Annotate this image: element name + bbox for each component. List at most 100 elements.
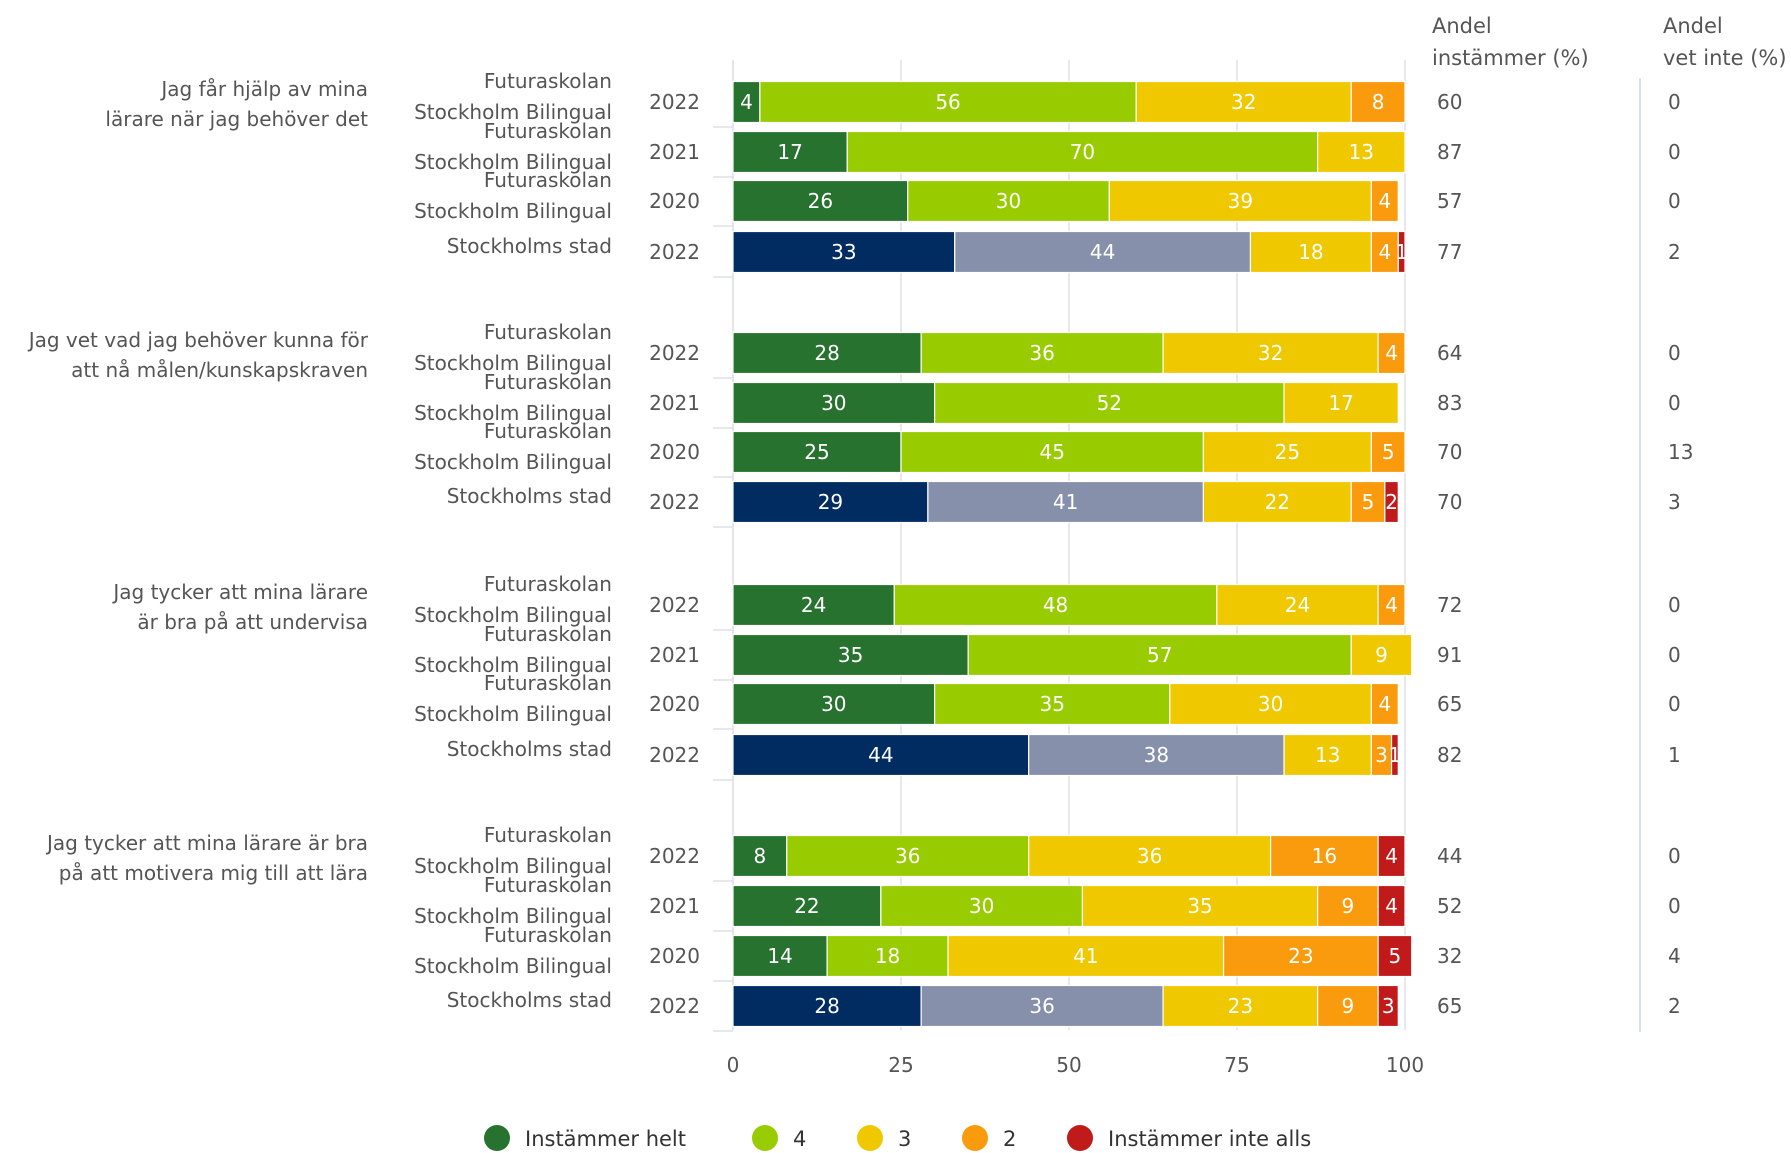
row-year: 2022 bbox=[649, 743, 700, 767]
bar-value-label: 23 bbox=[1228, 994, 1253, 1018]
value-vet-inte: 13 bbox=[1668, 440, 1693, 464]
bar-segment bbox=[732, 733, 1030, 777]
value-vet-inte: 0 bbox=[1668, 593, 1681, 617]
value-instammer: 72 bbox=[1437, 593, 1462, 617]
row-year: 2022 bbox=[649, 844, 700, 868]
legend-marker bbox=[484, 1125, 510, 1151]
value-vet-inte: 0 bbox=[1668, 643, 1681, 667]
value-vet-inte: 1 bbox=[1668, 743, 1681, 767]
bar-segment bbox=[1397, 230, 1406, 274]
row-year: 2021 bbox=[649, 391, 700, 415]
header-instammer-line2: instämmer (%) bbox=[1432, 46, 1589, 70]
row-year: 2021 bbox=[649, 643, 700, 667]
bar-segment bbox=[1283, 381, 1399, 425]
legend-label: 3 bbox=[898, 1127, 911, 1151]
value-vet-inte: 2 bbox=[1668, 994, 1681, 1018]
bar-value-label: 24 bbox=[1285, 593, 1310, 617]
bar-segment bbox=[1269, 834, 1379, 878]
bar-value-label: 8 bbox=[754, 844, 767, 868]
bar-segment bbox=[1162, 331, 1379, 375]
bar-value-label: 35 bbox=[1039, 692, 1064, 716]
bar-value-label: 35 bbox=[1187, 894, 1212, 918]
value-instammer: 32 bbox=[1437, 944, 1462, 968]
bar-segment bbox=[732, 381, 936, 425]
bar-segment bbox=[1370, 430, 1406, 474]
bar-value-label: 25 bbox=[804, 440, 829, 464]
bar-value-label: 30 bbox=[996, 189, 1021, 213]
bar-segment bbox=[732, 934, 828, 978]
question-label: Jag tycker att mina lärare bbox=[111, 580, 368, 604]
row-label: Futuraskolan bbox=[484, 671, 612, 695]
bar-segment bbox=[846, 130, 1319, 174]
bar-segment bbox=[1202, 480, 1352, 524]
row-label: Stockholm Bilingual bbox=[414, 954, 612, 978]
bar-value-label: 8 bbox=[1372, 90, 1385, 114]
bar-segment bbox=[786, 834, 1030, 878]
bar-value-label: 17 bbox=[1328, 391, 1353, 415]
bar-segment bbox=[1081, 884, 1319, 928]
bar-segment bbox=[1377, 583, 1406, 627]
value-instammer: 60 bbox=[1437, 90, 1462, 114]
row-label: Futuraskolan bbox=[484, 69, 612, 93]
bar-value-label: 32 bbox=[1231, 90, 1256, 114]
bar-value-label: 18 bbox=[1298, 240, 1323, 264]
bar-segment bbox=[1370, 179, 1399, 223]
bar-segment bbox=[927, 480, 1204, 524]
row-label: Futuraskolan bbox=[484, 572, 612, 596]
row-label: Futuraskolan bbox=[484, 370, 612, 394]
bar-segment bbox=[1283, 733, 1373, 777]
bar-value-label: 4 bbox=[740, 90, 753, 114]
value-instammer: 77 bbox=[1437, 240, 1462, 264]
bar-value-label: 38 bbox=[1144, 743, 1169, 767]
bar-segment bbox=[1317, 984, 1379, 1028]
bar-segment bbox=[759, 80, 1137, 124]
legend-label: 4 bbox=[793, 1127, 806, 1151]
bar-value-label: 25 bbox=[1275, 440, 1300, 464]
value-instammer: 83 bbox=[1437, 391, 1462, 415]
bar-value-label: 26 bbox=[808, 189, 833, 213]
bar-value-label: 44 bbox=[1090, 240, 1115, 264]
row-label: Stockholm Bilingual bbox=[414, 351, 612, 375]
header-vet-inte-line1: Andel bbox=[1663, 14, 1723, 38]
bar-value-label: 3 bbox=[1382, 994, 1395, 1018]
bar-segment bbox=[1390, 733, 1399, 777]
bar-segment bbox=[732, 884, 882, 928]
legend-marker bbox=[1067, 1125, 1093, 1151]
bar-value-label: 9 bbox=[1375, 643, 1388, 667]
legend-label: Instämmer inte alls bbox=[1108, 1127, 1311, 1151]
question-label: på att motivera mig till att lära bbox=[59, 861, 368, 885]
bar-segment bbox=[1377, 984, 1399, 1028]
bar-segment bbox=[1377, 834, 1406, 878]
bar-segment bbox=[1350, 633, 1413, 677]
bar-value-label: 28 bbox=[814, 341, 839, 365]
value-instammer: 70 bbox=[1437, 440, 1462, 464]
bar-value-label: 45 bbox=[1039, 440, 1064, 464]
bar-value-label: 32 bbox=[1258, 341, 1283, 365]
bar-value-label: 33 bbox=[831, 240, 856, 264]
bar-segment bbox=[893, 583, 1218, 627]
value-instammer: 82 bbox=[1437, 743, 1462, 767]
value-vet-inte: 0 bbox=[1668, 341, 1681, 365]
row-label: Futuraskolan bbox=[484, 622, 612, 646]
bar-value-label: 5 bbox=[1382, 440, 1395, 464]
bar-value-label: 29 bbox=[818, 490, 843, 514]
value-instammer: 65 bbox=[1437, 692, 1462, 716]
bar-segment bbox=[880, 884, 1084, 928]
row-label: Stockholm Bilingual bbox=[414, 100, 612, 124]
bar-value-label: 4 bbox=[1378, 692, 1391, 716]
bar-segment bbox=[1370, 682, 1399, 726]
bar-value-label: 36 bbox=[895, 844, 920, 868]
question-label: Jag tycker att mina lärare är bra bbox=[45, 831, 368, 855]
bar-segment bbox=[732, 984, 922, 1028]
row-year: 2022 bbox=[649, 593, 700, 617]
row-year: 2022 bbox=[649, 240, 700, 264]
bar-value-label: 70 bbox=[1070, 140, 1095, 164]
bar-segment bbox=[732, 80, 761, 124]
bar-segment bbox=[732, 179, 909, 223]
bar-value-label: 36 bbox=[1137, 844, 1162, 868]
bar-segment bbox=[920, 984, 1164, 1028]
row-year: 2022 bbox=[649, 490, 700, 514]
row-label: Futuraskolan bbox=[484, 823, 612, 847]
bar-value-label: 52 bbox=[1097, 391, 1122, 415]
question-label: Jag får hjälp av mina bbox=[159, 77, 368, 101]
